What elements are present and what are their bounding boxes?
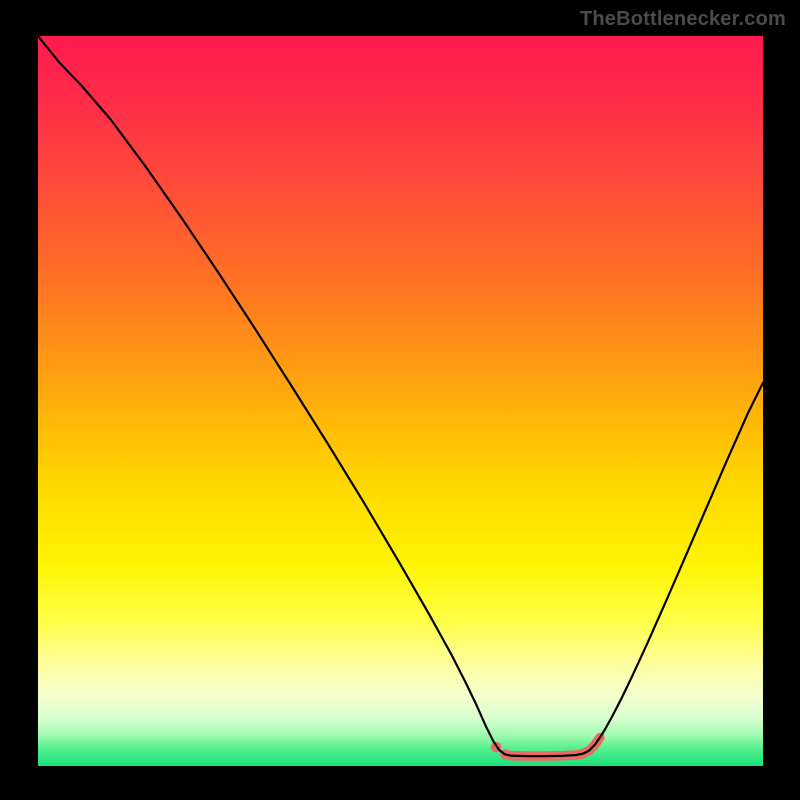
- gradient-background: [38, 36, 763, 766]
- plot-svg: [38, 36, 763, 766]
- plot-area: [38, 36, 763, 766]
- chart-frame: TheBottlenecker.com: [0, 0, 800, 800]
- watermark-text: TheBottlenecker.com: [580, 8, 786, 31]
